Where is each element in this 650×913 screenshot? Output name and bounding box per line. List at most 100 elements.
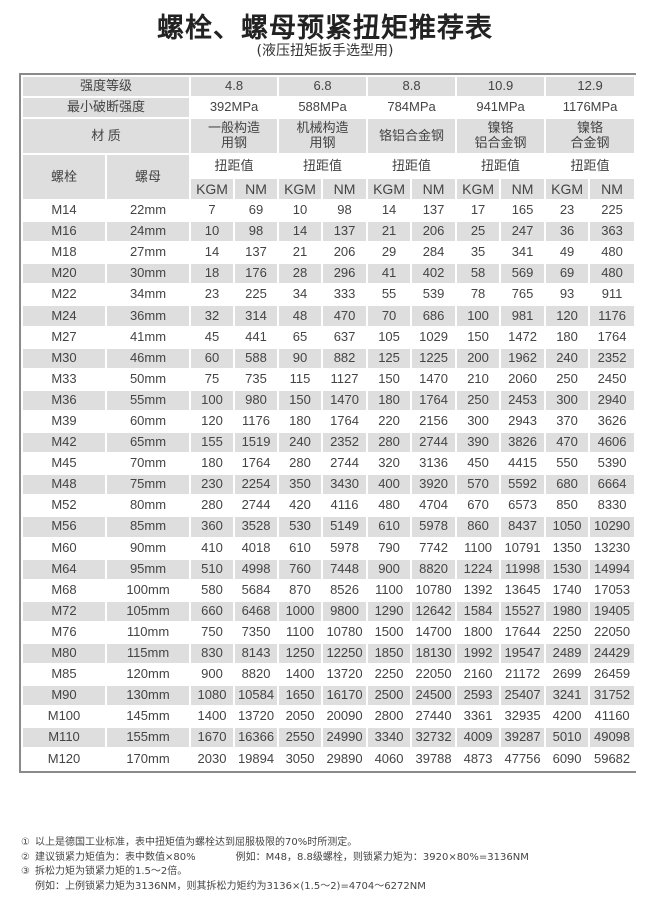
kgm-value-cell: 480: [366, 494, 413, 518]
kgm-value-cell: 450: [455, 452, 502, 476]
nm-value-cell: 39287: [499, 726, 547, 750]
nm-value-cell: 22050: [588, 620, 637, 644]
material-cell: 镍铬 铝合金钢: [455, 117, 547, 155]
table-row: M30 46mm 60 588 90 882 125 1225 200 1962 240 2352: [21, 346, 637, 370]
nm-value-cell: 4704: [410, 494, 458, 518]
grade-cell: 8.8: [366, 75, 458, 98]
kgm-value-cell: 14: [277, 220, 324, 244]
kgm-value-cell: 530: [277, 515, 324, 539]
nm-value-cell: 3626: [588, 409, 637, 434]
nm-value-cell: 32732: [410, 726, 458, 750]
kgm-value-cell: 1080: [189, 684, 236, 708]
kgm-header: KGM: [455, 177, 502, 201]
kgm-value-cell: 45: [189, 325, 236, 349]
nm-value-cell: 314: [233, 304, 280, 328]
kgm-value-cell: 34: [277, 283, 324, 307]
table-row: M20 30mm 18 176 28 296 41 402 58 569 69 480: [21, 262, 637, 286]
kgm-value-cell: 155: [189, 431, 236, 455]
nm-value-cell: 480: [588, 241, 637, 265]
kgm-value-cell: 1050: [544, 515, 591, 539]
nm-value-cell: 5149: [321, 515, 369, 539]
kgm-value-cell: 2800: [366, 705, 413, 729]
kgm-value-cell: 18: [189, 262, 236, 286]
bolt-size-cell: M20: [21, 262, 107, 286]
kgm-value-cell: 120: [189, 409, 236, 434]
kgm-value-cell: 280: [189, 494, 236, 518]
material-row: 材 质 一般构造 用钢 机械构造 用钢 铬铝合金钢 镍铬 铝合金钢 镍铬 合金钢: [20, 117, 637, 155]
kgm-value-cell: 14: [189, 241, 236, 265]
nm-value-cell: 296: [321, 262, 369, 286]
nm-value-cell: 333: [321, 283, 369, 307]
bolt-size-cell: M90: [21, 684, 107, 708]
bolt-size-cell: M56: [21, 515, 107, 539]
min-strength-cell: 784MPa: [366, 96, 458, 119]
kgm-value-cell: 790: [366, 536, 413, 560]
kgm-value-cell: 75: [189, 367, 236, 391]
kgm-value-cell: 48: [277, 304, 324, 328]
nm-value-cell: 3136: [410, 452, 458, 476]
kgm-value-cell: 1290: [366, 599, 413, 623]
table-row: M33 50mm 75 735 115 1127 150 1470 210 2060 250 2450: [21, 367, 637, 391]
nm-value-cell: 3920: [410, 473, 458, 497]
torque-table: 强度等级 4.8 6.8 8.8 10.9 12.9 最小破断强度 392MPa…: [19, 73, 637, 773]
nm-value-cell: 41160: [588, 705, 637, 729]
kgm-value-cell: 2250: [544, 620, 591, 644]
nm-value-cell: 284: [410, 241, 458, 265]
min-strength-label: 最小破断强度: [20, 96, 192, 119]
nm-value-cell: 2943: [499, 409, 547, 434]
nm-value-cell: 29890: [321, 747, 369, 771]
nm-value-cell: 569: [499, 262, 547, 286]
kgm-value-cell: 1350: [544, 536, 591, 560]
grade-cell: 4.8: [189, 75, 280, 98]
nm-value-cell: 2060: [499, 367, 547, 391]
nm-value-cell: 225: [233, 283, 280, 307]
torque-label: 扭距值: [366, 153, 458, 179]
nm-value-cell: 470: [321, 304, 369, 328]
kgm-value-cell: 32: [189, 304, 236, 328]
nm-value-cell: 1519: [233, 431, 280, 455]
kgm-value-cell: 1992: [455, 641, 502, 666]
nut-size-cell: 30mm: [104, 262, 192, 286]
kgm-value-cell: 1400: [277, 663, 324, 687]
kgm-value-cell: 70: [366, 304, 413, 328]
nut-size-cell: 46mm: [104, 346, 192, 370]
kgm-value-cell: 4200: [544, 705, 591, 729]
kgm-value-cell: 680: [544, 473, 591, 497]
kgm-value-cell: 23: [189, 283, 236, 307]
nm-value-cell: 2940: [588, 388, 637, 412]
material-cell: 铬铝合金钢: [366, 117, 458, 155]
table-row: M110 155mm 1670 16366 2550 24990 3340 32732 4009…: [21, 726, 637, 750]
table-row: M39 60mm 120 1176 180 1764 220 2156 300 2943 370 36…: [21, 409, 637, 434]
nm-value-cell: 911: [588, 283, 637, 307]
nut-size-cell: 85mm: [104, 515, 192, 539]
kgm-value-cell: 29: [366, 241, 413, 265]
min-strength-cell: 588MPa: [277, 96, 369, 119]
nm-value-cell: 4018: [233, 536, 280, 560]
table-row: M22 34mm 23 225 34 333 55 539 78 765 93 911: [21, 283, 637, 307]
nm-value-cell: 735: [233, 367, 280, 391]
nm-value-cell: 363: [588, 220, 637, 244]
kgm-value-cell: 105: [366, 325, 413, 349]
nut-size-cell: 80mm: [104, 494, 192, 518]
nm-value-cell: 1470: [321, 388, 369, 412]
nut-size-cell: 110mm: [104, 620, 192, 644]
nm-value-cell: 1472: [499, 325, 547, 349]
kgm-header: KGM: [189, 177, 236, 201]
nm-value-cell: 2744: [233, 494, 280, 518]
nut-size-cell: 50mm: [104, 367, 192, 391]
bolt-size-cell: M48: [21, 473, 107, 497]
kgm-value-cell: 580: [189, 578, 236, 602]
table-row: M48 75mm 230 2254 350 3430 400 3920 570 5592 680 66…: [21, 473, 637, 497]
nm-value-cell: 10584: [233, 684, 280, 708]
nm-value-cell: 22050: [410, 663, 458, 687]
nm-value-cell: 402: [410, 262, 458, 286]
nm-value-cell: 1176: [588, 304, 637, 328]
kgm-value-cell: 900: [189, 663, 236, 687]
nut-size-cell: 100mm: [104, 578, 192, 602]
kgm-value-cell: 400: [366, 473, 413, 497]
kgm-value-cell: 900: [366, 557, 413, 581]
kgm-value-cell: 10: [277, 198, 324, 223]
nm-value-cell: 3826: [499, 431, 547, 455]
nm-value-cell: 8330: [588, 494, 637, 518]
nm-value-cell: 9800: [321, 599, 369, 623]
